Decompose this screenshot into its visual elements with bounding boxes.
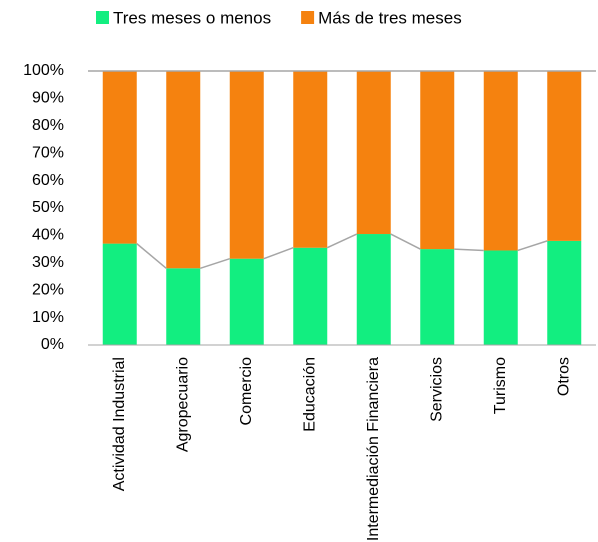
series-line — [136, 243, 167, 269]
y-tick-label: 90% — [32, 90, 64, 107]
y-tick-label: 40% — [32, 227, 64, 244]
bar-segment — [420, 71, 455, 250]
series-line — [517, 240, 548, 252]
bar-segment — [420, 249, 455, 345]
bar-segment — [356, 234, 391, 345]
series-line — [200, 257, 230, 269]
y-tick-label: 60% — [32, 172, 64, 189]
y-tick-label: 20% — [32, 281, 64, 298]
legend-swatch — [96, 11, 109, 24]
bar-segment — [166, 71, 201, 269]
bar-segment — [356, 71, 391, 235]
legend-swatch — [301, 11, 315, 24]
y-tick-label: 50% — [32, 199, 64, 216]
series-line — [263, 247, 294, 260]
y-tick-label: 70% — [32, 144, 64, 161]
series-line — [454, 248, 484, 252]
bar-segment — [293, 247, 328, 345]
x-tick-label: Comercio — [238, 357, 255, 426]
x-tick-label: Educación — [301, 357, 318, 432]
x-tick-label: Otros — [555, 357, 572, 396]
x-tick-label: Agropecuario — [174, 357, 191, 452]
bar-segment — [483, 71, 518, 251]
legend-label: Tres meses o menos — [113, 8, 271, 27]
x-tick-label: Servicios — [428, 357, 445, 422]
y-tick-label: 30% — [32, 254, 64, 271]
bar-segment — [166, 268, 201, 345]
y-tick-label: 10% — [32, 309, 64, 326]
y-tick-label: 80% — [32, 117, 64, 134]
bar-segment — [102, 243, 137, 345]
bar-segment — [547, 71, 582, 241]
bar-segment — [229, 258, 264, 345]
y-tick-label: 0% — [41, 336, 64, 353]
bar-segment — [293, 71, 328, 248]
bar-segment — [547, 240, 582, 345]
legend-label: Más de tres meses — [318, 8, 462, 27]
x-tick-label: Turismo — [492, 357, 509, 414]
series-line — [390, 233, 421, 250]
y-tick-label: 100% — [23, 62, 64, 79]
x-tick-label: Actividad Industrial — [111, 357, 128, 491]
bar-segment — [229, 71, 264, 259]
bar-segment — [102, 71, 137, 244]
bar-segment — [483, 250, 518, 345]
series-line — [326, 233, 358, 249]
x-tick-label: Intermediación Financiera — [365, 357, 382, 541]
